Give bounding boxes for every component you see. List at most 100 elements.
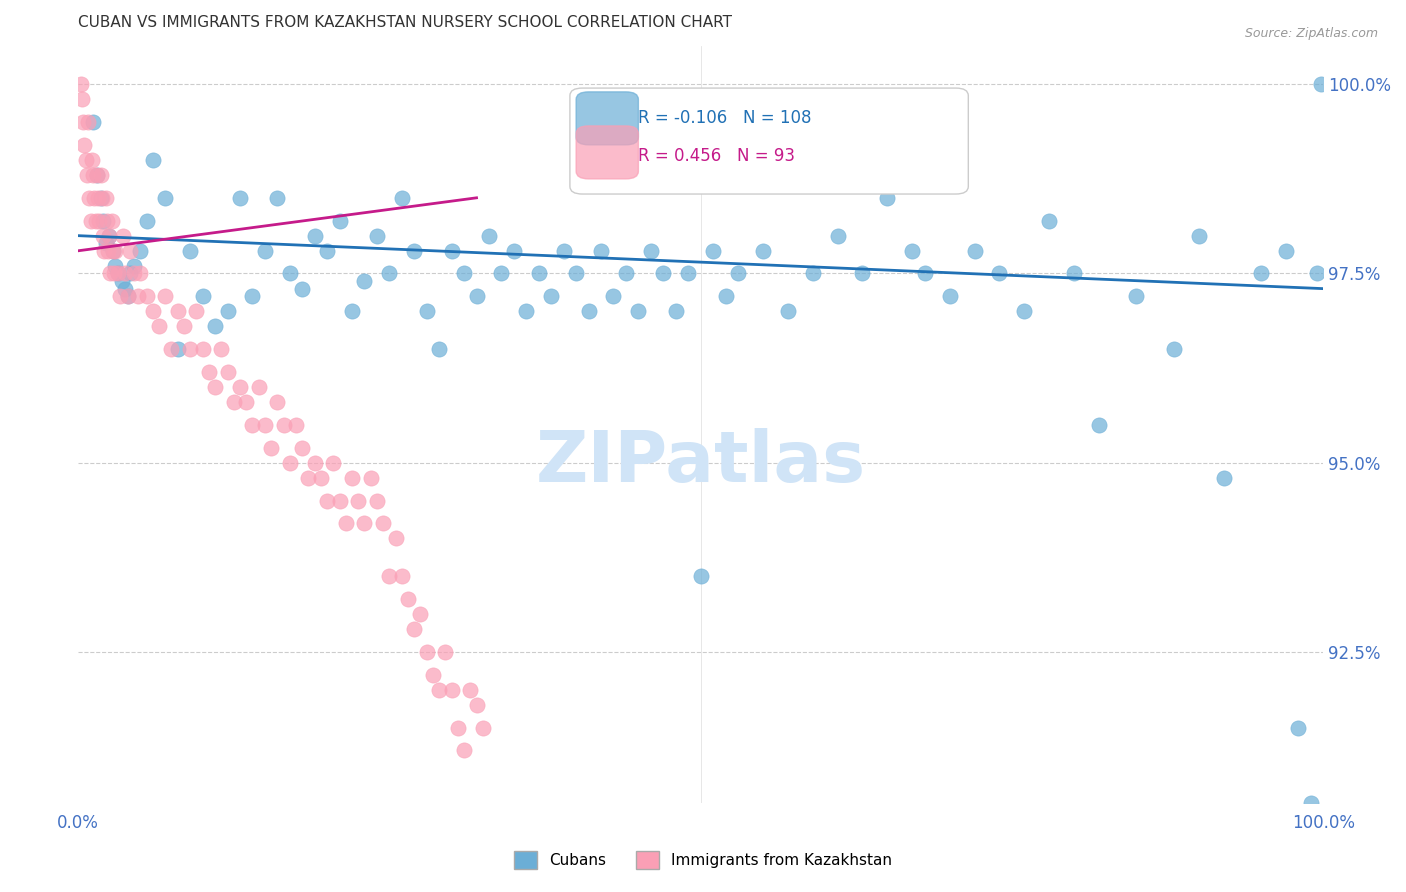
Point bbox=[86, 168, 108, 182]
Point bbox=[155, 289, 177, 303]
Point bbox=[291, 441, 314, 455]
Point bbox=[235, 395, 257, 409]
Point bbox=[515, 304, 537, 318]
Point bbox=[191, 289, 214, 303]
Point bbox=[98, 228, 121, 243]
Point bbox=[404, 622, 426, 636]
Point bbox=[107, 267, 129, 281]
Point bbox=[391, 569, 413, 583]
Text: Source: ZipAtlas.com: Source: ZipAtlas.com bbox=[1244, 27, 1378, 40]
Point bbox=[988, 267, 1011, 281]
Point bbox=[876, 191, 898, 205]
Point bbox=[1163, 342, 1185, 356]
Point bbox=[120, 244, 142, 258]
Point bbox=[242, 417, 264, 432]
Point bbox=[242, 289, 264, 303]
Point bbox=[166, 342, 188, 356]
Point bbox=[422, 667, 444, 681]
Point bbox=[801, 267, 824, 281]
Point bbox=[204, 319, 226, 334]
Point bbox=[427, 682, 450, 697]
Point bbox=[127, 289, 149, 303]
Point bbox=[396, 591, 419, 606]
Point bbox=[117, 289, 139, 303]
Point bbox=[353, 274, 375, 288]
Point bbox=[89, 168, 111, 182]
Point bbox=[94, 191, 117, 205]
FancyBboxPatch shape bbox=[569, 88, 969, 194]
Point bbox=[1125, 289, 1147, 303]
Point bbox=[689, 569, 711, 583]
Point bbox=[540, 289, 562, 303]
Point bbox=[329, 493, 352, 508]
Point bbox=[373, 516, 395, 531]
Point bbox=[104, 259, 127, 273]
Point bbox=[391, 191, 413, 205]
Point bbox=[340, 304, 363, 318]
Point bbox=[129, 267, 152, 281]
Point bbox=[97, 244, 120, 258]
Point bbox=[111, 274, 134, 288]
Point bbox=[1299, 797, 1322, 811]
Point bbox=[353, 516, 375, 531]
Point bbox=[122, 259, 145, 273]
Point bbox=[86, 168, 108, 182]
Point bbox=[901, 244, 924, 258]
Point bbox=[82, 115, 104, 129]
Text: CUBAN VS IMMIGRANTS FROM KAZAKHSTAN NURSERY SCHOOL CORRELATION CHART: CUBAN VS IMMIGRANTS FROM KAZAKHSTAN NURS… bbox=[79, 15, 733, 30]
Point bbox=[104, 244, 127, 258]
Point bbox=[322, 456, 344, 470]
Point bbox=[291, 282, 314, 296]
Point bbox=[278, 456, 301, 470]
Point bbox=[103, 267, 125, 281]
Point bbox=[453, 743, 475, 757]
Point bbox=[98, 228, 121, 243]
Point bbox=[366, 228, 388, 243]
Point bbox=[627, 304, 650, 318]
Text: R = 0.456   N = 93: R = 0.456 N = 93 bbox=[638, 147, 796, 165]
Point bbox=[502, 244, 524, 258]
Point bbox=[96, 213, 118, 227]
Point bbox=[1188, 228, 1211, 243]
Point bbox=[827, 228, 849, 243]
Point bbox=[465, 698, 488, 712]
Point bbox=[83, 191, 105, 205]
Point bbox=[100, 213, 122, 227]
Point bbox=[1309, 77, 1331, 91]
Point bbox=[90, 191, 112, 205]
Point bbox=[179, 244, 201, 258]
Point bbox=[135, 213, 157, 227]
Point bbox=[101, 244, 124, 258]
Point bbox=[129, 244, 152, 258]
Point bbox=[652, 267, 675, 281]
Point bbox=[273, 417, 295, 432]
Point bbox=[285, 417, 308, 432]
Point bbox=[94, 236, 117, 251]
Point bbox=[1286, 721, 1309, 735]
Point bbox=[217, 365, 239, 379]
Point bbox=[304, 456, 326, 470]
Point bbox=[384, 532, 406, 546]
Point bbox=[79, 213, 101, 227]
Point bbox=[378, 267, 401, 281]
Point bbox=[155, 191, 177, 205]
Point bbox=[82, 168, 104, 182]
Point bbox=[1250, 267, 1272, 281]
Point bbox=[266, 191, 288, 205]
Point bbox=[77, 115, 100, 129]
Point bbox=[148, 319, 170, 334]
Point bbox=[527, 267, 550, 281]
Point bbox=[120, 267, 142, 281]
Point bbox=[578, 304, 600, 318]
Point bbox=[73, 137, 96, 152]
Point bbox=[75, 153, 97, 167]
Point bbox=[297, 471, 319, 485]
Point bbox=[589, 244, 612, 258]
Point bbox=[247, 380, 270, 394]
Point bbox=[122, 267, 145, 281]
Point bbox=[101, 244, 124, 258]
Point bbox=[217, 304, 239, 318]
Point bbox=[360, 471, 382, 485]
Point bbox=[378, 569, 401, 583]
Point bbox=[229, 380, 252, 394]
